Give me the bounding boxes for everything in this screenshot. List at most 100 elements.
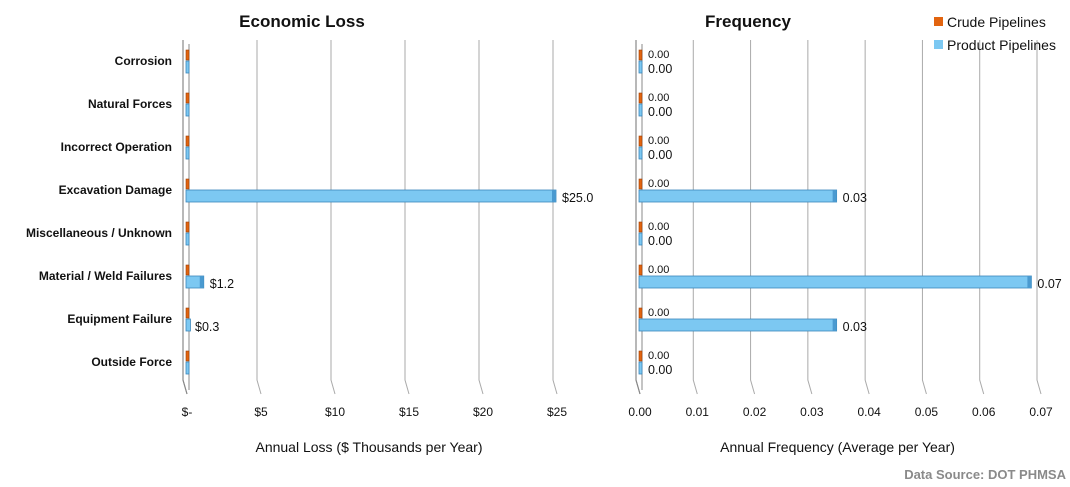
- gridline: [404, 40, 410, 395]
- x-tick-label: $5: [254, 405, 268, 419]
- gridline: [1036, 40, 1042, 395]
- data-label-crude: 0.00: [648, 221, 669, 233]
- legend-item-product: Product Pipelines: [934, 33, 1056, 56]
- bar-product: [185, 189, 557, 203]
- bar-product: [638, 361, 643, 375]
- bar-product: [638, 103, 643, 117]
- bar-product: [638, 146, 643, 160]
- bar-crude: [185, 92, 190, 104]
- gridline: [692, 40, 698, 395]
- x-tick-label: 0.01: [686, 405, 710, 419]
- x-tick-label: 0.04: [857, 405, 881, 419]
- bar-crude: [185, 221, 190, 233]
- bar-product: [638, 60, 643, 74]
- bar-product: [185, 60, 190, 74]
- legend-label-crude: Crude Pipelines: [947, 13, 1046, 30]
- x-tick-label: 0.00: [628, 405, 652, 419]
- category-label: Material / Weld Failures: [39, 269, 172, 283]
- bar-crude: [185, 264, 190, 276]
- data-source-note: Data Source: DOT PHMSA: [904, 467, 1066, 482]
- bar-crude: [185, 135, 190, 147]
- data-label-product: 0.00: [648, 234, 672, 248]
- x-axis-label: Annual Frequency (Average per Year): [720, 439, 955, 455]
- bar-crude: [638, 92, 643, 104]
- bar-crude: [638, 49, 643, 61]
- data-label-product: $1.2: [210, 277, 234, 291]
- data-label-product: 0.03: [843, 320, 867, 334]
- data-label-crude: 0.00: [648, 49, 669, 61]
- crude-swatch-icon: [934, 17, 943, 26]
- bar-product: [638, 232, 643, 246]
- data-label-product: 0.00: [648, 363, 672, 377]
- y-axis-line: [182, 40, 188, 395]
- data-label-product: $25.0: [562, 191, 593, 205]
- data-label-crude: 0.00: [648, 264, 669, 276]
- gridline: [864, 40, 870, 395]
- data-label-crude: 0.00: [648, 92, 669, 104]
- x-tick-label: 0.03: [800, 405, 824, 419]
- x-tick-label: $10: [325, 405, 345, 419]
- category-label: Equipment Failure: [67, 312, 172, 326]
- data-label-product: 0.00: [648, 148, 672, 162]
- data-label-crude: 0.00: [648, 178, 669, 190]
- y-axis-line: [635, 40, 641, 395]
- bar-product: [185, 232, 190, 246]
- category-label: Natural Forces: [88, 97, 172, 111]
- data-label-crude: 0.00: [648, 350, 669, 362]
- x-tick-label: 0.07: [1029, 405, 1053, 419]
- gridline: [750, 40, 756, 395]
- chart-title: Frequency: [705, 12, 792, 31]
- x-tick-label: $20: [473, 405, 493, 419]
- x-tick-label: $-: [182, 405, 193, 419]
- data-label-product: 0.03: [843, 191, 867, 205]
- bar-crude: [638, 221, 643, 233]
- data-label-product: 0.00: [648, 62, 672, 76]
- chart-title: Economic Loss: [239, 12, 365, 31]
- legend-item-crude: Crude Pipelines: [934, 10, 1056, 33]
- bar-product-end: [832, 190, 837, 202]
- gridline: [921, 40, 927, 395]
- data-label-product: 0.00: [648, 105, 672, 119]
- gridline: [256, 40, 262, 395]
- bar-crude: [185, 307, 190, 319]
- bar-product: [638, 275, 1032, 289]
- bar-product: [185, 146, 190, 160]
- category-label: Incorrect Operation: [61, 140, 172, 154]
- product-swatch-icon: [934, 40, 943, 49]
- gridline: [478, 40, 484, 395]
- bar-crude: [638, 178, 643, 190]
- category-label: Outside Force: [91, 355, 172, 369]
- bar-product-end: [1027, 276, 1032, 288]
- bar-product: [185, 318, 191, 332]
- x-tick-label: 0.02: [743, 405, 767, 419]
- bar-product: [185, 103, 190, 117]
- category-label: Corrosion: [115, 54, 172, 68]
- data-label-crude: 0.00: [648, 135, 669, 147]
- bar-crude: [185, 350, 190, 362]
- x-tick-label: $25: [547, 405, 567, 419]
- bar-crude: [185, 49, 190, 61]
- category-label: Excavation Damage: [59, 183, 173, 197]
- bar-crude: [638, 264, 643, 276]
- bar-product-end: [552, 190, 556, 202]
- bar-product: [638, 318, 838, 332]
- bar-product-end: [199, 276, 204, 288]
- data-label-crude: 0.00: [648, 307, 669, 319]
- gridline: [979, 40, 985, 395]
- data-label-product: $0.3: [195, 320, 219, 334]
- x-tick-label: 0.05: [915, 405, 939, 419]
- bar-crude: [185, 178, 190, 190]
- x-axis-label: Annual Loss ($ Thousands per Year): [255, 439, 482, 455]
- gridline: [807, 40, 813, 395]
- gridline: [330, 40, 336, 395]
- bar-crude: [638, 350, 643, 362]
- bar-product: [185, 361, 190, 375]
- x-tick-label: 0.06: [972, 405, 996, 419]
- gridline: [552, 40, 558, 395]
- legend: Crude Pipelines Product Pipelines: [934, 10, 1056, 56]
- frequency-chart: Frequency 0.00 0.01 0.02 0.03 0.04 0.05 0.06 0.0…: [628, 12, 1061, 455]
- bar-crude: [638, 307, 643, 319]
- bar-product: [638, 189, 838, 203]
- legend-label-product: Product Pipelines: [947, 36, 1056, 53]
